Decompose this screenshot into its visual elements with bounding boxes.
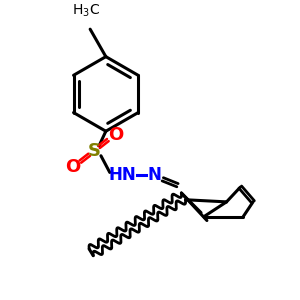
Text: H$_3$C: H$_3$C	[72, 3, 100, 20]
Text: O: O	[65, 158, 80, 175]
Text: N: N	[148, 167, 162, 184]
Text: HN: HN	[109, 167, 136, 184]
Text: O: O	[108, 126, 123, 144]
Text: S: S	[88, 142, 100, 160]
